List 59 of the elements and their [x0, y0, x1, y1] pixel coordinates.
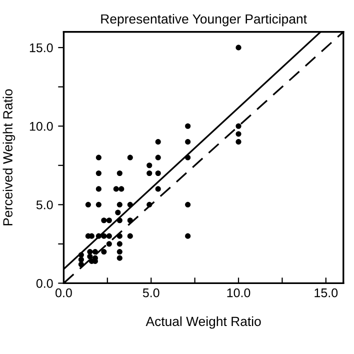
point — [116, 170, 122, 176]
point — [116, 233, 122, 239]
point — [185, 139, 191, 145]
point — [78, 252, 84, 258]
point — [87, 254, 93, 260]
x-tick-label: 15.0 — [314, 288, 338, 298]
point — [127, 202, 133, 208]
point — [155, 139, 161, 145]
point — [101, 233, 107, 239]
point — [236, 131, 242, 137]
point — [146, 202, 152, 208]
point — [85, 202, 91, 208]
point — [236, 123, 242, 129]
y-tick-label: 0.0 — [36, 279, 53, 288]
y-axis-title: Perceived Weight Ratio — [2, 89, 16, 226]
point — [113, 186, 119, 192]
point — [127, 154, 133, 160]
point — [127, 218, 133, 224]
point — [155, 154, 161, 160]
point — [106, 233, 112, 239]
point — [155, 170, 161, 176]
point — [185, 154, 191, 160]
point — [116, 249, 122, 255]
point — [101, 218, 107, 224]
point — [96, 170, 102, 176]
point — [96, 233, 102, 239]
y-tick-label: 15.0 — [30, 43, 53, 52]
point — [116, 255, 122, 261]
point — [87, 249, 93, 255]
point — [118, 186, 124, 192]
x-tick-label: 0.0 — [56, 288, 72, 298]
point — [96, 202, 102, 208]
x-tick-label: 10.0 — [227, 288, 250, 298]
point — [78, 256, 84, 262]
chart-title: Representative Younger Participant — [101, 14, 307, 26]
point — [116, 218, 122, 224]
point — [185, 123, 191, 129]
point — [116, 202, 122, 208]
point — [96, 154, 102, 160]
point — [78, 262, 84, 268]
point — [236, 44, 242, 50]
point — [185, 202, 191, 208]
point — [115, 210, 121, 216]
y-tick-label: 10.0 — [30, 122, 53, 131]
point — [96, 186, 102, 192]
x-tick-label: 5.0 — [142, 288, 160, 298]
point — [101, 249, 107, 255]
y-tick-label: 5.0 — [36, 200, 53, 210]
point — [236, 139, 242, 145]
point — [116, 241, 122, 247]
point — [127, 233, 133, 239]
x-axis-title: Actual Weight Ratio — [146, 316, 261, 329]
point — [146, 162, 152, 168]
point — [146, 170, 152, 176]
point — [155, 186, 161, 192]
point — [185, 233, 191, 239]
point — [106, 241, 112, 247]
point — [106, 218, 112, 224]
point — [92, 249, 98, 255]
